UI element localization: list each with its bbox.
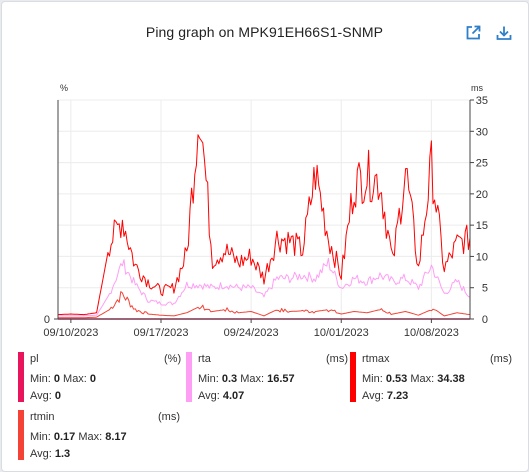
legend-stat-value: 0 xyxy=(54,390,61,402)
legend-stat-value: 0 xyxy=(89,373,97,385)
legend-item-rtmax[interactable]: rtmax (ms) Min: 0.53 Max: 34.38 Avg: 7.23 xyxy=(350,352,512,410)
y-right-tick-label: 0 xyxy=(482,314,488,326)
y-right-tick-label: 30 xyxy=(476,126,488,138)
legend-item-rtmin[interactable]: rtmin (ms) Min: 0.17 Max: 8.17 Avg: 1.3 xyxy=(18,410,180,468)
legend-swatch xyxy=(18,410,24,460)
left-unit-label: % xyxy=(60,83,68,93)
legend-stat-value: 0.53 xyxy=(385,373,408,385)
legend-stats-row1: Min: 0.3 Max: 16.57 xyxy=(198,373,295,385)
legend-swatch xyxy=(350,352,356,402)
legend-stats-row1: Min: 0.17 Max: 8.17 xyxy=(30,431,127,443)
legend-stats-row1: Min: 0.53 Max: 34.38 xyxy=(362,373,465,385)
download-button[interactable] xyxy=(495,24,513,42)
series-line-rtmax xyxy=(57,134,471,316)
legend-stat-label: Min: xyxy=(198,373,222,385)
legend-stats-row2: Avg: 7.23 xyxy=(362,390,408,402)
series-line-rtmin xyxy=(58,291,471,319)
y-right-tick-label: 25 xyxy=(476,158,488,170)
legend-stats-row2: Avg: 0 xyxy=(30,390,61,402)
x-tick-label: 10/08/2023 xyxy=(404,327,459,339)
legend-series-unit: (ms) xyxy=(490,353,512,365)
series-line-rta xyxy=(58,257,471,317)
legend-stat-label: Max: xyxy=(407,373,438,385)
legend-stat-label: Max: xyxy=(59,373,90,385)
external-link-icon xyxy=(466,25,481,40)
y-right-tick-label: 35 xyxy=(476,95,488,107)
legend-stat-value: 34.38 xyxy=(437,373,465,385)
legend-stat-label: Min: xyxy=(30,431,54,443)
y-right-tick-label: 20 xyxy=(476,189,488,201)
legend-stat-value: 4.07 xyxy=(222,390,245,402)
legend-stats-row2: Avg: 4.07 xyxy=(198,390,244,402)
legend-stat-label: Avg: xyxy=(30,448,55,460)
y-right-tick-label: 10 xyxy=(476,251,488,263)
legend-stat-value: 0.3 xyxy=(221,373,238,385)
x-tick-label: 09/10/2023 xyxy=(43,327,98,339)
legend-stat-label: Max: xyxy=(237,373,268,385)
legend-stat-value: 16.57 xyxy=(267,373,295,385)
legend-series-name: rtmax xyxy=(362,353,390,365)
legend-series-name: pl xyxy=(30,353,39,365)
legend-stat-value: 8.17 xyxy=(105,431,127,443)
legend-series-name: rtmin xyxy=(30,411,55,423)
legend-stat-label: Avg: xyxy=(30,390,55,402)
legend-series-unit: (ms) xyxy=(326,353,348,365)
legend-stat-value: 1.3 xyxy=(54,448,71,460)
graph-title: Ping graph on MPK91EH66S1-SNMP xyxy=(145,24,384,40)
legend-stat-label: Avg: xyxy=(198,390,223,402)
legend-stat-value: 0 xyxy=(53,373,60,385)
x-tick-label: 09/17/2023 xyxy=(133,327,188,339)
y-right-tick-label: 15 xyxy=(476,220,488,232)
ping-chart: 0 5 10 15 20 25 30 35 0% ms 09/10/2023 09/17/2023 09… xyxy=(43,83,488,339)
legend-swatch xyxy=(186,352,192,402)
legend-series-unit: (ms) xyxy=(158,411,180,423)
legend-series-name: rta xyxy=(198,353,211,365)
legend-stats-row2: Avg: 1.3 xyxy=(30,448,70,460)
y-right-tick-label: 5 xyxy=(482,283,488,295)
legend-item-rta[interactable]: rta (ms) Min: 0.3 Max: 16.57 Avg: 4.07 xyxy=(186,352,348,410)
legend-swatch xyxy=(18,352,24,402)
legend-stats-row1: Min: 0 Max: 0 xyxy=(30,373,96,385)
legend-stat-label: Max: xyxy=(75,431,106,443)
legend-series-unit: (%) xyxy=(164,353,182,365)
legend-item-pl[interactable]: pl (%) Min: 0 Max: 0 Avg: 0 xyxy=(18,352,184,410)
open-in-new-button[interactable] xyxy=(464,24,482,42)
y-left-tick-label: 0 xyxy=(44,314,50,326)
legend-stat-label: Min: xyxy=(30,373,54,385)
x-tick-label: 10/01/2023 xyxy=(314,327,369,339)
legend-stat-label: Min: xyxy=(362,373,386,385)
right-unit-label: ms xyxy=(471,83,483,93)
legend-stat-value: 0.17 xyxy=(53,431,76,443)
x-tick-label: 09/24/2023 xyxy=(224,327,279,339)
download-icon xyxy=(496,26,512,40)
legend-stat-label: Avg: xyxy=(362,390,387,402)
legend-stat-value: 7.23 xyxy=(386,390,409,402)
